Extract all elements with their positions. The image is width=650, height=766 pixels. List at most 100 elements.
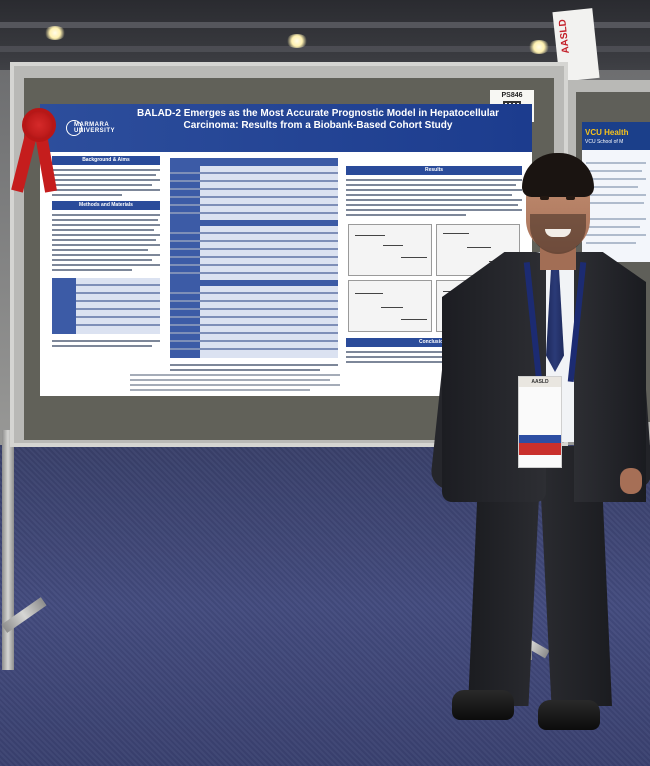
- text-line: [52, 340, 160, 342]
- text-line: [170, 369, 320, 371]
- curve-segment: [355, 235, 385, 236]
- presenter-hair: [522, 153, 594, 197]
- text-line: [52, 179, 160, 181]
- reference-line: [130, 379, 330, 381]
- text-line: [346, 184, 516, 186]
- table-row: [170, 188, 338, 190]
- table-row: [170, 172, 338, 174]
- section-heading: Conclusions: [346, 338, 522, 347]
- curve-segment: [443, 233, 469, 234]
- text-line: [52, 244, 160, 246]
- table-row: [170, 300, 338, 302]
- table-header: [200, 158, 338, 166]
- text-line: [52, 229, 154, 231]
- text-line: [586, 162, 646, 164]
- university-name: MARMARA UNIVERSITY: [74, 122, 116, 134]
- table-row: [170, 332, 338, 334]
- text-line: [346, 209, 522, 211]
- table-row: [170, 248, 338, 250]
- ceiling-beam: [0, 22, 650, 28]
- text-line: [586, 242, 636, 244]
- survival-curve-plot: [348, 280, 432, 332]
- text-line: [346, 189, 522, 191]
- text-line: [346, 361, 496, 363]
- text-line: [586, 170, 642, 172]
- badge-ribbon-red: [519, 443, 561, 455]
- table-row: [170, 340, 338, 342]
- table-row: [170, 256, 338, 258]
- table-row: [170, 272, 338, 274]
- table-row: [52, 292, 160, 294]
- presenter-smile: [545, 229, 571, 237]
- board-leg: [2, 430, 14, 670]
- text-line: [52, 269, 132, 271]
- text-line: [52, 169, 160, 171]
- award-ribbon-rosette-icon: [22, 108, 56, 142]
- text-line: [52, 219, 158, 221]
- section-heading: Background & Aims: [52, 156, 160, 165]
- text-line: [52, 239, 156, 241]
- reference-line: [130, 389, 310, 391]
- text-line: [586, 186, 638, 188]
- vcu-logo: VCU Health: [585, 128, 629, 137]
- text-line: [586, 234, 646, 236]
- adjacent-poster: VCU Health VCU School of M: [582, 122, 650, 262]
- text-line: [586, 194, 646, 196]
- presenter-right-shoe: [538, 700, 600, 730]
- text-line: [52, 194, 122, 196]
- curve-segment: [401, 319, 427, 320]
- text-line: [346, 204, 518, 206]
- text-line: [346, 194, 512, 196]
- conference-badge: AASLD: [518, 376, 562, 468]
- table-header: [200, 220, 338, 226]
- presenter-eye: [566, 196, 575, 200]
- text-line: [52, 345, 152, 347]
- curve-segment: [401, 257, 427, 258]
- text-line: [52, 234, 160, 236]
- curve-segment: [381, 307, 403, 308]
- text-line: [52, 174, 156, 176]
- research-poster: MARMARA UNIVERSITY BALAD-2 Emerges as th…: [40, 104, 532, 396]
- section-heading: Results: [346, 166, 522, 175]
- table-row: [170, 292, 338, 294]
- text-line: [586, 178, 646, 180]
- text-line: [346, 179, 522, 181]
- biomarker-table: [170, 158, 338, 358]
- text-line: [52, 184, 152, 186]
- table-row: [170, 180, 338, 182]
- table-row: [170, 212, 338, 214]
- text-line: [52, 224, 160, 226]
- table-row: [170, 316, 338, 318]
- text-line: [586, 218, 646, 220]
- presenter-left-shoe: [452, 690, 514, 720]
- board-number: PS846: [501, 92, 523, 99]
- text-line: [346, 356, 516, 358]
- banner-sign-text: AASLD: [557, 18, 572, 55]
- university-seal-icon: [66, 120, 82, 136]
- text-line: [52, 259, 152, 261]
- table-row: [52, 316, 160, 318]
- table-row: [52, 284, 160, 286]
- text-line: [346, 199, 522, 201]
- table-row: [170, 348, 338, 350]
- section-heading: Methods and Materials: [52, 201, 160, 210]
- table-row: [170, 196, 338, 198]
- table-row: [170, 204, 338, 206]
- ceiling-light: [44, 26, 66, 40]
- curve-segment: [383, 245, 403, 246]
- table-row: [52, 308, 160, 310]
- presenter-eye: [540, 196, 549, 200]
- text-line: [52, 189, 160, 191]
- ceiling-light: [286, 34, 308, 48]
- adjacent-poster-header: VCU Health VCU School of M: [582, 122, 650, 150]
- results-table-small: [52, 278, 160, 334]
- table-row: [170, 308, 338, 310]
- table-header: [200, 280, 338, 286]
- presenter-jacket-right: [574, 252, 646, 502]
- text-line: [346, 351, 522, 353]
- badge-ribbon-blue: [519, 435, 561, 443]
- curve-segment: [467, 247, 491, 248]
- text-line: [52, 214, 160, 216]
- presenter-tie: [546, 262, 564, 372]
